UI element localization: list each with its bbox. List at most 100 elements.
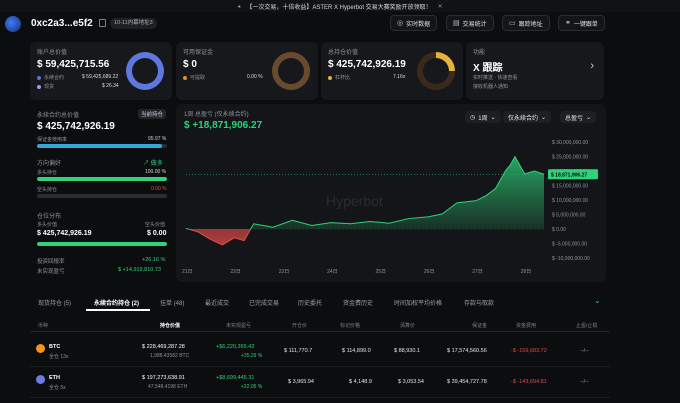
margin-usage-label: 保证金使用率 — [37, 137, 68, 143]
long-bar — [37, 177, 167, 181]
position-value: $ 425,742,926.19 — [328, 59, 406, 70]
upnl: +$6,220,365.42 — [216, 344, 255, 350]
x-tick-label: 25日 — [376, 269, 387, 275]
short-pct: 0.00 % — [151, 186, 167, 192]
upnl: +$8,699,445.31 — [216, 375, 255, 381]
spot-value: $ 26.34 — [102, 83, 119, 89]
tab-history-orders[interactable]: 历史委托 — [298, 301, 323, 307]
y-tick-label: $ 5,000,000.00 — [552, 213, 586, 219]
col-liq[interactable]: 清算价 — [400, 323, 416, 329]
table-row[interactable]: ETH 全仓 5x $ 197,273,638.91 47,548.4198 E… — [30, 368, 610, 398]
upnl-pct: +22.05 % — [241, 384, 263, 390]
last-value-text: $ 18,871,906.27 — [551, 172, 587, 178]
y-tick-label: $ 10,000,000.00 — [552, 198, 588, 204]
realtime-data-button[interactable]: ◎ 实时数据 — [390, 15, 438, 31]
y-tick-label: $ -10,000,000.00 — [552, 256, 590, 262]
avatar — [5, 16, 21, 32]
copy-icon[interactable] — [99, 19, 106, 27]
entry-price: $ 3,965.94 — [288, 379, 314, 385]
col-mark[interactable]: 标记价格 — [340, 323, 361, 329]
tab-deposits[interactable]: 存款与取款 — [464, 301, 495, 307]
x-tick-label: 26日 — [424, 269, 435, 275]
tab-completed[interactable]: 已完成交易 — [249, 301, 280, 307]
chevron-down-icon: ⌄ — [541, 114, 547, 121]
position-size: 47,548.4198 ETH — [148, 384, 188, 390]
table-row[interactable]: BTC 全仓 13x $ 228,469,287.28 1,988.43582 … — [30, 337, 610, 367]
col-funding[interactable]: 资金费用 — [516, 323, 537, 329]
tpsl[interactable]: --/-- — [580, 348, 589, 354]
tab-recent-trades[interactable]: 最近成交 — [205, 301, 230, 307]
copy-trade-button[interactable]: ⚭ 一键跟单 — [558, 15, 605, 31]
col-margin[interactable]: 保证金 — [472, 323, 488, 329]
tab-orders[interactable]: 挂单 (48) — [160, 301, 185, 307]
leverage-value: 7.16x — [393, 74, 406, 80]
tab-spot[interactable]: 现货持仓 (5) — [38, 301, 72, 307]
track-address-button[interactable]: ▭ 跟踪地址 — [502, 15, 550, 31]
margin-usage-bar — [37, 144, 167, 148]
card-title: 可用保证金 — [183, 50, 214, 56]
upnl-label: 未实现盈亏 — [37, 269, 65, 275]
long-label: 多头持仓 — [37, 170, 58, 176]
clock-icon: ◷ — [470, 114, 476, 121]
long-value-label: 多头价值 — [37, 222, 58, 228]
leverage-donut — [417, 52, 455, 90]
x-tick-label: 23日 — [279, 269, 290, 275]
chart-icon: ▤ — [453, 20, 460, 27]
roe-value: +26.16 % — [142, 257, 166, 263]
tpsl[interactable]: --/-- — [580, 379, 589, 385]
liq-price: $ 3,053.54 — [398, 379, 424, 385]
chevron-right-icon: › — [590, 60, 594, 72]
x-track-title: X 跟踪 — [473, 63, 503, 74]
y-tick-label: $ 15,000,000.00 — [552, 184, 588, 190]
upnl-pct: +35.29 % — [241, 353, 263, 359]
x-tick-label: 28日 — [521, 269, 532, 275]
entry-price: $ 111,770.7 — [284, 348, 313, 354]
col-position-value[interactable]: 持仓价值 — [160, 323, 181, 329]
x-tick-label: 21日 — [182, 269, 193, 275]
withdrawable-pct: 0.00 % — [247, 74, 263, 80]
announcement-banner[interactable]: ◂ 【一次交易，十倍收益】ASTER X Hyperbot 交易大赛奖励开放领取… — [0, 0, 680, 12]
margin: $ 17,574,560.56 — [447, 348, 487, 354]
margin-value: $ 0 — [183, 59, 197, 70]
account-value: $ 59,425,715.56 — [37, 59, 110, 70]
trend-up-icon: ↗ — [143, 161, 150, 167]
address-tag[interactable]: 10-11内幕地址3 — [110, 18, 157, 29]
col-entry[interactable]: 开仓价 — [292, 323, 308, 329]
period-select[interactable]: ◷ 1周 ⌄ — [465, 111, 501, 123]
distribution-bar — [37, 242, 167, 246]
chart-total: $ +18,871,906.27 — [184, 120, 263, 131]
short-label: 空头持仓 — [37, 187, 58, 193]
chevron-down-icon[interactable]: ⌄ — [594, 296, 601, 305]
current-position-badge[interactable]: 当前持仓 — [138, 109, 167, 119]
metric-select[interactable]: 总盈亏 ⌄ — [560, 111, 597, 123]
copy-trade-icon: ⚭ — [565, 20, 571, 27]
short-bar — [37, 194, 167, 198]
trade-stats-button[interactable]: ▤ 交易统计 — [446, 15, 494, 31]
chart-title: 1周 总盈亏 (仅永续合约) — [184, 112, 249, 118]
liq-price: $ 88,930.1 — [394, 348, 420, 354]
direction-label: 方向偏好 — [37, 161, 62, 167]
col-coin[interactable]: 币种 — [38, 323, 49, 329]
legend-dot — [183, 75, 187, 80]
margin-mode: 全仓 13x — [49, 354, 69, 360]
megaphone-icon: ◂ — [237, 3, 241, 10]
x-track-card[interactable]: 功能 X 跟踪 实时推送 · 快速查看 接收机器人通知 › — [466, 42, 604, 100]
card-title: 功能 — [473, 50, 486, 56]
feature-line: 实时推送 · 快速查看 — [473, 75, 518, 81]
margin: $ 39,454,727.78 — [447, 379, 487, 385]
position-tabs: 现货持仓 (5) 永续合约持仓 (2) 挂单 (48) 最近成交 已完成交易 历… — [30, 296, 610, 311]
long-value: $ 425,742,926.19 — [37, 230, 92, 237]
close-icon[interactable]: ✕ — [437, 3, 443, 10]
tab-twap[interactable]: 时间加权平均价格 — [394, 301, 443, 307]
col-upnl[interactable]: 未实现盈亏 — [226, 323, 252, 329]
tab-funding[interactable]: 资金费历史 — [343, 301, 374, 307]
feature-line: 接收机器人通知 — [473, 84, 509, 90]
direction-value: ↗ 做多 — [143, 161, 163, 167]
pnl-area-chart[interactable]: Hyperbot $ 30,000,000.00 $ 25,000,000.00 $ … — [176, 134, 606, 282]
tab-perp[interactable]: 永续合约持仓 (2) — [94, 301, 140, 307]
pnl-line-negative — [186, 229, 252, 246]
positive-area — [186, 156, 544, 229]
short-value: $ 0.00 — [147, 230, 167, 237]
scope-select[interactable]: 仅永续合约 ⌄ — [503, 111, 552, 123]
roe-label: 投资回报率 — [37, 259, 65, 265]
